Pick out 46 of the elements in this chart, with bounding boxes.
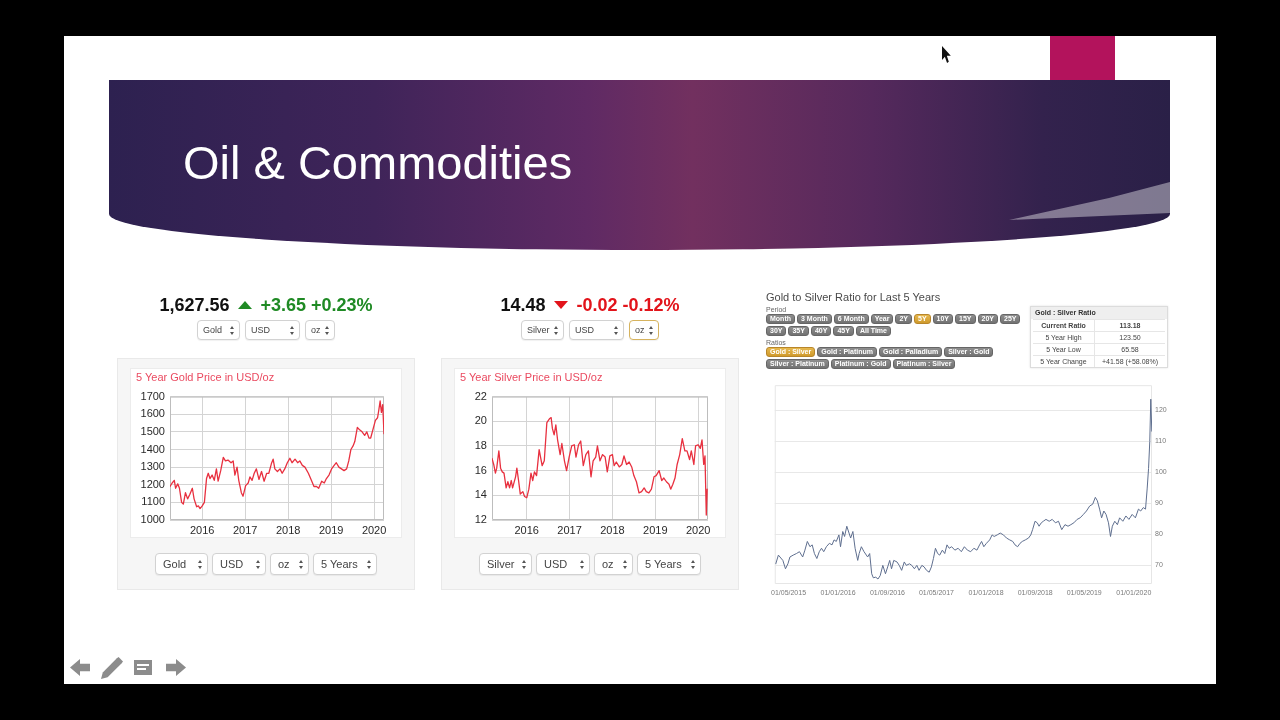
- x-tick-label: 2019: [318, 523, 344, 536]
- y-tick-label: 14: [474, 488, 487, 501]
- text: -0.02 -0.12%: [576, 294, 680, 316]
- select-box: Gold: [197, 320, 240, 340]
- chart-title: 5 Year Gold Price in USD/oz: [136, 371, 275, 384]
- select-box: oz: [270, 553, 309, 575]
- x-tick-label: 2017: [557, 523, 582, 536]
- x-tick-label: 2017: [232, 523, 258, 536]
- select-box: oz: [305, 320, 335, 340]
- select-box: Silver: [521, 320, 564, 340]
- select-box: Silver: [479, 553, 532, 575]
- y-tick-label: 18: [474, 438, 487, 451]
- x-tick-label: 2016: [514, 523, 539, 536]
- x-tick-label: 2018: [600, 523, 625, 536]
- x-tick-label: 2020: [685, 523, 711, 536]
- y-tick-label: 1400: [140, 442, 165, 455]
- select-box: oz: [594, 553, 633, 575]
- y-tick-label: 1000: [140, 513, 165, 526]
- x-tick-label: 2019: [643, 523, 668, 536]
- y-tick-label: 22: [474, 389, 487, 402]
- text: 14.48: [500, 294, 546, 316]
- y-tick-label: 20: [474, 414, 487, 427]
- x-tick-label: 2018: [275, 523, 301, 536]
- y-tick-label: 1100: [141, 495, 165, 508]
- chart-title: 5 Year Silver Price in USD/oz: [460, 371, 603, 384]
- y-tick-label: 1500: [140, 424, 165, 437]
- x-tick-label: 2020: [361, 523, 387, 536]
- y-tick-label: 1600: [140, 407, 165, 420]
- text: 1,627.56: [159, 294, 230, 316]
- text: Oil & Commodities: [183, 136, 573, 189]
- select-box: USD: [569, 320, 624, 340]
- y-tick-label: 1300: [140, 460, 165, 473]
- y-tick-label: 12: [474, 513, 487, 526]
- select-box: USD: [212, 553, 266, 575]
- y-tick-label: 16: [474, 463, 487, 476]
- select-box: USD: [536, 553, 590, 575]
- select-box: USD: [245, 320, 300, 340]
- y-tick-label: 1200: [140, 477, 165, 490]
- select-box: oz: [629, 320, 659, 340]
- select-box: 5 Years: [637, 553, 701, 575]
- x-tick-label: 2016: [189, 523, 215, 536]
- chart-title: Gold to Silver Ratio for Last 5 Years: [766, 290, 941, 304]
- text: +3.65 +0.23%: [260, 294, 373, 316]
- select-box: 5 Years: [313, 553, 377, 575]
- select-box: Gold: [155, 553, 208, 575]
- y-tick-label: 1700: [140, 389, 165, 402]
